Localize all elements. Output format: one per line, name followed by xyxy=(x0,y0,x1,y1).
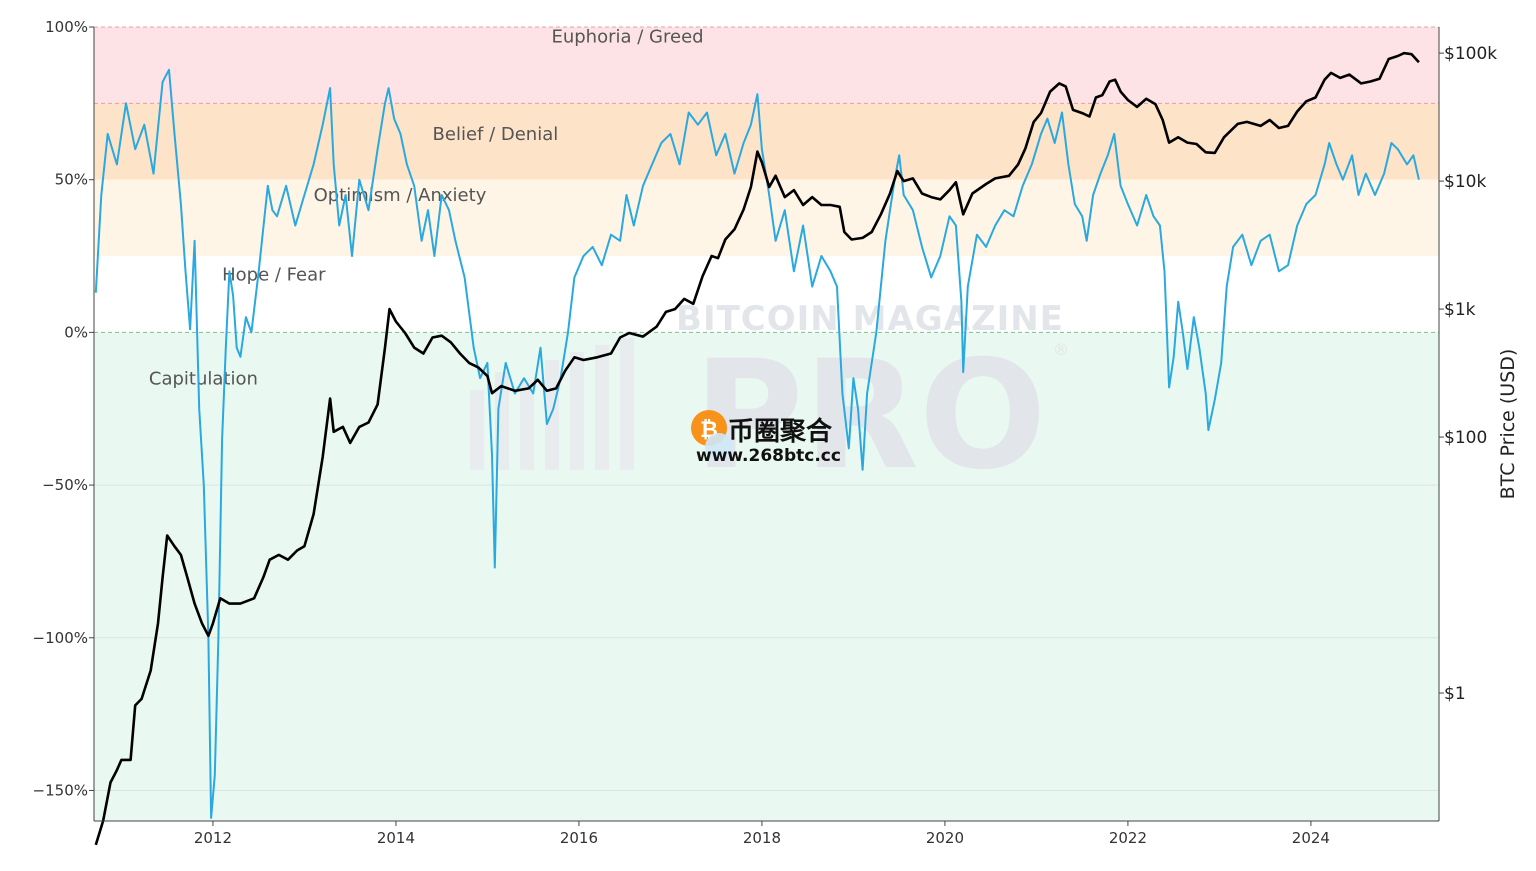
zone-band xyxy=(94,332,1439,821)
zone-label: Belief / Denial xyxy=(433,124,559,145)
y-right-axis-title: BTC Price (USD) xyxy=(1497,349,1519,500)
sentiment-zones xyxy=(94,27,1439,821)
zone-label: Hope / Fear xyxy=(222,264,326,285)
watermark-registered-mark: ® xyxy=(1053,340,1069,359)
x-tick-label: 2012 xyxy=(194,829,232,847)
x-tick-label: 2018 xyxy=(743,829,781,847)
zone-label: Euphoria / Greed xyxy=(551,26,703,47)
badge-url: www.268btc.cc xyxy=(696,446,841,466)
y-left-tick-labels: 100% 50% 0% −50% −100% −150% xyxy=(33,18,94,799)
y-right-tick-labels: $100k $10k $1k $100 $1 xyxy=(1439,44,1497,704)
y-right-tick-label: $10k xyxy=(1444,172,1486,192)
y-left-tick-label: −150% xyxy=(33,781,88,799)
x-tick-label: 2014 xyxy=(377,829,415,847)
x-tick-label: 2016 xyxy=(560,829,598,847)
y-left-tick-label: −50% xyxy=(42,476,88,494)
y-left-tick-label: −100% xyxy=(33,629,88,647)
axes xyxy=(93,27,1440,822)
series-layer xyxy=(94,51,1420,846)
watermark-top-text: BITCOIN MAGAZINE xyxy=(676,299,1064,339)
badge-blue-circle-icon xyxy=(705,433,733,461)
x-tick-labels: 2012 2014 2016 2018 2020 2022 2024 xyxy=(194,821,1330,847)
x-tick-label: 2024 xyxy=(1292,829,1330,847)
badge-title: 币圈聚合 xyxy=(728,416,833,447)
zone-band xyxy=(94,27,1439,104)
zone-label: Optimism / Anxiety xyxy=(314,185,487,206)
gridlines xyxy=(94,26,1439,791)
y-right-tick-label: $1k xyxy=(1444,300,1476,320)
y-right-tick-label: $1 xyxy=(1444,684,1466,704)
x-tick-label: 2020 xyxy=(926,829,964,847)
sentiment-oscillator-line xyxy=(94,68,1420,819)
watermark-bars-icon xyxy=(470,338,634,470)
zone-band xyxy=(94,256,1439,333)
zone-band xyxy=(94,103,1439,180)
watermark-big-text: PRO xyxy=(694,329,1047,503)
x-tick-label: 2022 xyxy=(1109,829,1147,847)
site-badge: ₿ 币圈聚合 www.268btc.cc xyxy=(691,410,841,466)
y-left-tick-label: 100% xyxy=(45,18,88,36)
bitcoin-magazine-pro-watermark: BITCOIN MAGAZINE PRO ® xyxy=(470,299,1069,503)
y-left-tick-label: 0% xyxy=(64,323,88,341)
zone-band xyxy=(94,179,1439,257)
btc-price-line xyxy=(94,51,1420,846)
y-right-tick-label: $100k xyxy=(1444,44,1497,64)
y-right-tick-label: $100 xyxy=(1444,428,1487,448)
zone-label: Capitulation xyxy=(149,368,258,389)
y-left-tick-label: 50% xyxy=(55,171,88,189)
